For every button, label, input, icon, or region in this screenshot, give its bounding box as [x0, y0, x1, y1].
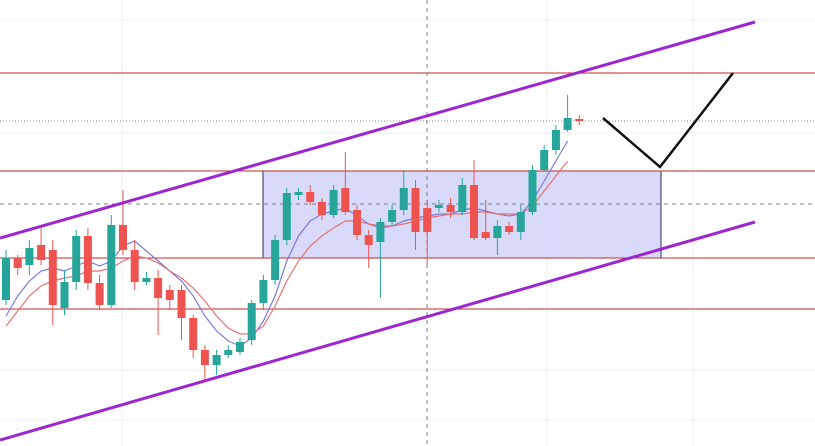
- candle-body: [236, 342, 244, 352]
- candle-body: [434, 205, 443, 208]
- candle-body: [528, 170, 537, 212]
- candle-body: [107, 225, 116, 305]
- candle-body: [247, 303, 256, 340]
- candle-body: [60, 282, 69, 308]
- candle-body: [83, 236, 92, 283]
- candle-body: [259, 280, 268, 303]
- candle-body: [154, 278, 163, 298]
- candle-body: [481, 232, 490, 238]
- candle-body: [119, 225, 127, 250]
- candle-body: [376, 222, 385, 242]
- candle-body: [563, 118, 572, 130]
- candle-body: [2, 258, 10, 300]
- candle-body: [212, 355, 221, 365]
- projection-path: [602, 72, 734, 169]
- plot: [2, 95, 584, 380]
- candle-body: [142, 278, 151, 282]
- candle-body: [458, 185, 467, 212]
- candle-body: [446, 205, 455, 212]
- candle-body: [95, 283, 104, 305]
- candle-body: [540, 150, 549, 170]
- candle-body: [13, 258, 22, 268]
- candle-body: [177, 290, 186, 318]
- candle-body: [505, 226, 514, 232]
- candle-body: [25, 248, 34, 265]
- candle-body: [364, 235, 373, 245]
- candle-body: [271, 240, 280, 280]
- candle-body: [200, 350, 209, 365]
- candle-body: [551, 130, 560, 150]
- channel: [0, 20, 756, 442]
- candle-body: [48, 250, 57, 305]
- candle-body: [493, 226, 502, 238]
- candle-body: [37, 245, 46, 260]
- candle-body: [189, 318, 198, 350]
- candle-body: [575, 119, 584, 121]
- candle-body: [423, 208, 432, 232]
- candle-body: [470, 185, 478, 238]
- candle-body: [317, 202, 326, 215]
- candle-body: [388, 210, 397, 222]
- candle-body: [165, 290, 174, 300]
- candle-body: [306, 192, 315, 202]
- candle-body: [224, 350, 233, 355]
- candle-body: [353, 210, 361, 235]
- candle-body: [282, 193, 291, 240]
- candle-body: [399, 188, 408, 210]
- candle-body: [294, 192, 303, 195]
- candle-body: [341, 188, 350, 212]
- candle-body: [516, 212, 525, 232]
- candle-body: [329, 190, 338, 215]
- candle-body: [411, 188, 420, 232]
- candle-body: [130, 250, 139, 282]
- candle-body: [72, 236, 81, 282]
